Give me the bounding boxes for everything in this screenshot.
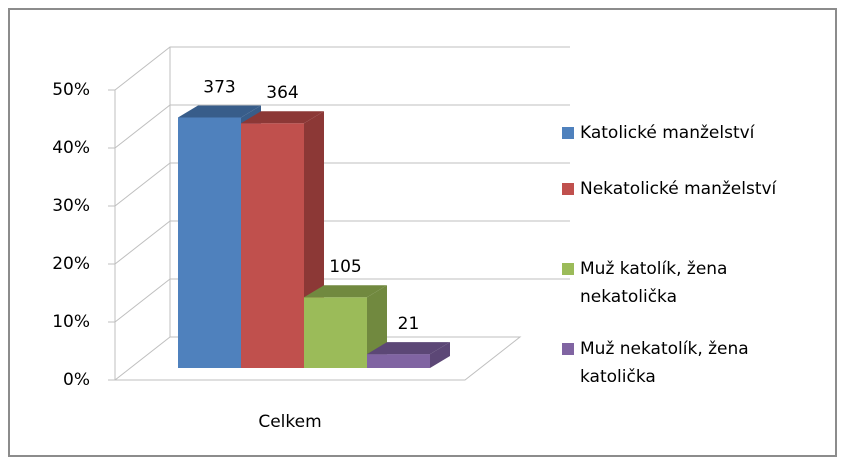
legend-label-line: katolička bbox=[580, 367, 656, 387]
y-tick-label: 20% bbox=[52, 254, 90, 274]
y-tick-label: 0% bbox=[63, 370, 90, 390]
bar-front bbox=[178, 117, 241, 368]
legend-swatch bbox=[562, 183, 574, 195]
data-label: 21 bbox=[398, 314, 420, 334]
bar-top bbox=[241, 111, 324, 124]
x-tick-label: Celkem bbox=[258, 412, 321, 432]
legend-swatch bbox=[562, 127, 574, 139]
data-label: 373 bbox=[203, 77, 235, 97]
bar-side bbox=[430, 342, 450, 368]
bar-front bbox=[367, 354, 430, 368]
y-tick-label: 30% bbox=[52, 196, 90, 216]
floor bbox=[113, 336, 522, 381]
legend-swatch bbox=[562, 343, 574, 355]
legend-swatch bbox=[562, 263, 574, 275]
chart-frame bbox=[8, 8, 837, 457]
legend-label-line: Muž katolík, žena bbox=[580, 259, 727, 279]
data-label: 105 bbox=[329, 257, 361, 277]
bar-front bbox=[304, 297, 367, 368]
bar-front bbox=[241, 123, 304, 369]
bar-top bbox=[367, 342, 450, 355]
legend-label: Katolické manželství bbox=[580, 123, 756, 143]
bar-top bbox=[304, 285, 387, 298]
y-tick-label: 40% bbox=[52, 138, 90, 158]
y-tick-label: 10% bbox=[52, 312, 90, 332]
data-label: 364 bbox=[266, 83, 298, 103]
bar-top bbox=[178, 105, 261, 118]
legend-label: Muž nekatolík, žena katolička bbox=[580, 339, 749, 387]
legend-label: Muž katolík, žena nekatolička bbox=[580, 259, 727, 307]
legend-label-line: Muž nekatolík, žena bbox=[580, 339, 749, 359]
y-tick-label: 50% bbox=[52, 80, 90, 100]
legend-label-line: nekatolička bbox=[580, 287, 677, 307]
legend-label: Nekatolické manželství bbox=[580, 179, 778, 199]
